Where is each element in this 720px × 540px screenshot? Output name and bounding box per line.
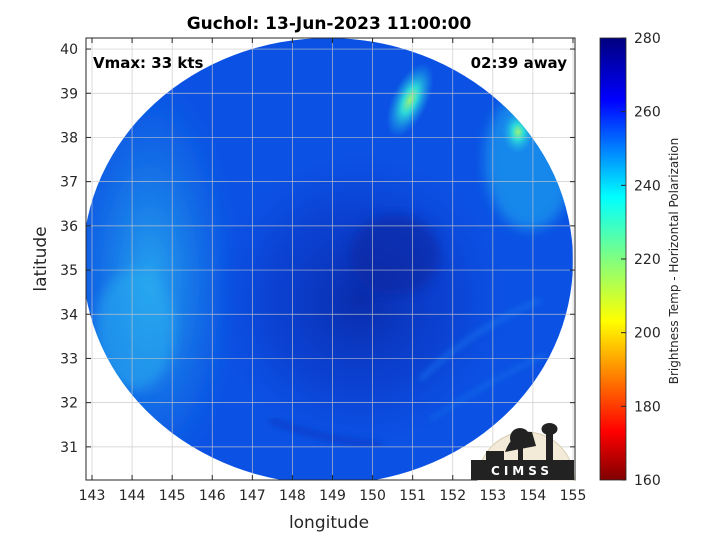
colorbar-tick-label: 260	[634, 105, 661, 121]
y-axis-ticks: 31 32 33 34 35 36 37 38 39 40	[60, 42, 575, 456]
colorbar-tick-label: 180	[634, 399, 661, 415]
y-tick-label: 34	[60, 307, 78, 323]
cimss-logo-text: CIMSS	[491, 464, 553, 478]
grid-lines	[86, 38, 575, 480]
x-tick-label: 147	[239, 488, 266, 504]
y-tick-label: 35	[60, 263, 78, 279]
x-tick-label: 146	[199, 488, 226, 504]
time-away-annotation: 02:39 away	[471, 54, 568, 72]
colorbar-label: Brightness Temp - Horizontal Polarizatio…	[667, 138, 681, 385]
y-tick-label: 37	[60, 175, 78, 191]
x-axis-label: longitude	[289, 513, 369, 533]
x-tick-label: 153	[479, 488, 506, 504]
y-tick-label: 31	[60, 440, 78, 456]
x-tick-label: 151	[399, 488, 426, 504]
colorbar-tick-label: 240	[634, 178, 661, 194]
x-tick-label: 152	[439, 488, 466, 504]
chart-title: Guchol: 13-Jun-2023 11:00:00	[187, 14, 472, 34]
colorbar-tick-label: 160	[634, 473, 661, 489]
plot-area-frame	[85, 37, 576, 481]
x-tick-label: 145	[159, 488, 186, 504]
y-tick-label: 33	[60, 351, 78, 367]
brightness-temp-field	[86, 38, 573, 480]
x-tick-label: 155	[560, 488, 587, 504]
y-tick-label: 40	[60, 42, 78, 58]
colorbar-tick-label: 200	[634, 326, 661, 342]
vmax-annotation: Vmax: 33 kts	[93, 54, 203, 72]
y-tick-label: 38	[60, 130, 78, 146]
colorbar-ticks: 160 180 200 220 240 260 280	[621, 31, 661, 489]
colorbar-tick-label: 280	[634, 31, 661, 47]
colorbar-tick-label: 220	[634, 252, 661, 268]
cimss-logo: CIMSS	[471, 423, 575, 481]
y-axis-label: latitude	[31, 226, 51, 291]
x-tick-label: 154	[520, 488, 547, 504]
x-tick-label: 144	[119, 488, 146, 504]
y-tick-label: 32	[60, 396, 78, 412]
x-tick-label: 148	[279, 488, 306, 504]
y-tick-label: 36	[60, 219, 78, 235]
x-tick-label: 143	[79, 488, 106, 504]
x-axis-ticks: 143 144 145 146 147 148 149 150 151 152 153 154 155	[79, 38, 587, 504]
x-tick-label: 150	[359, 488, 386, 504]
y-tick-label: 39	[60, 86, 78, 102]
x-tick-label: 149	[319, 488, 346, 504]
